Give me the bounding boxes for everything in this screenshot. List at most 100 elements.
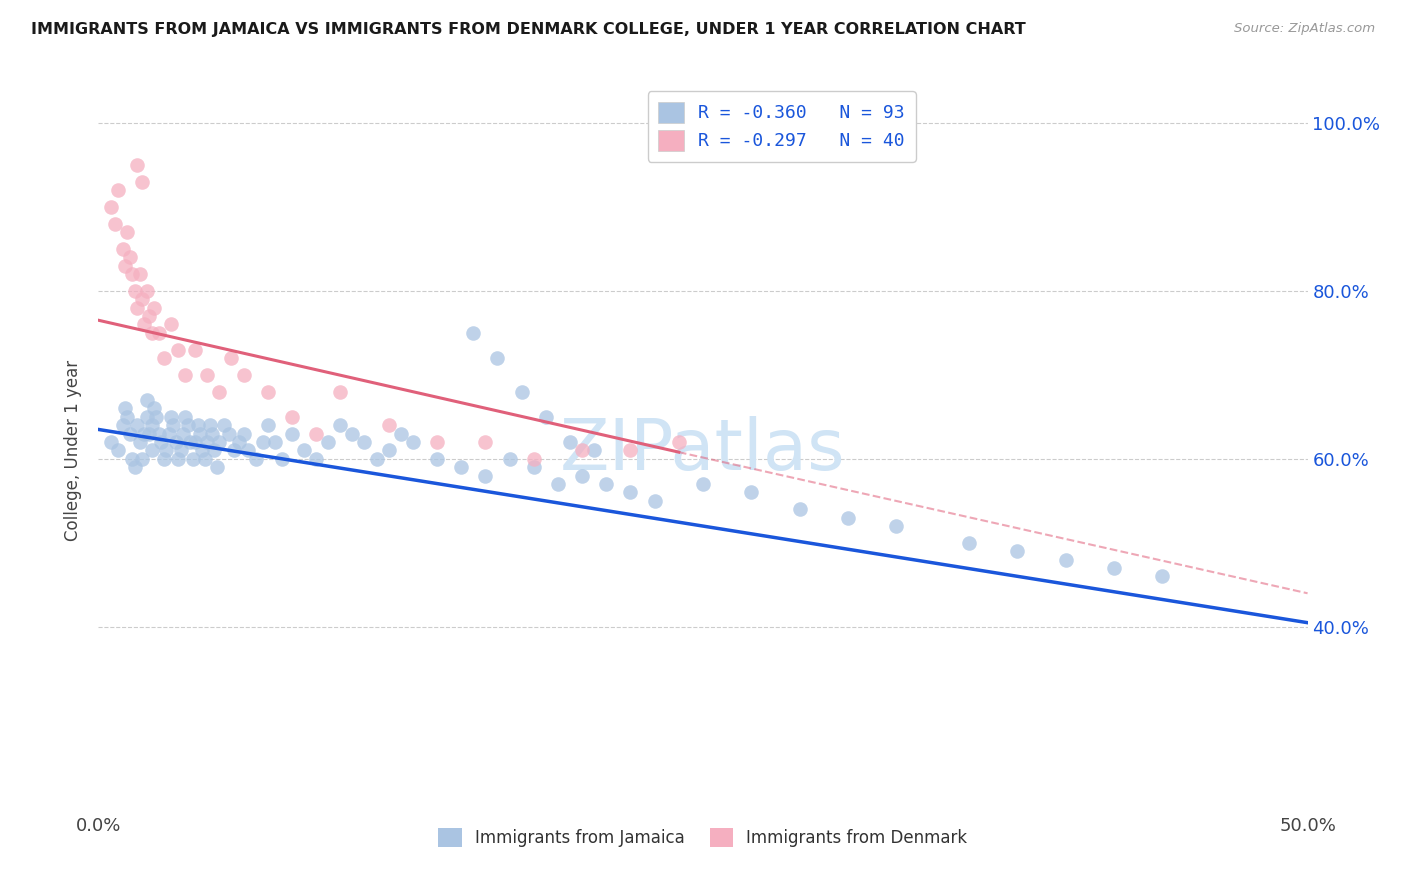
- Point: [118, 250, 141, 264]
- Point: [152, 351, 174, 365]
- Point: [100, 200, 122, 214]
- Point: [134, 426, 156, 441]
- Point: [886, 519, 908, 533]
- Point: [187, 418, 209, 433]
- Point: [486, 351, 509, 365]
- Point: [201, 426, 224, 441]
- Point: [114, 259, 136, 273]
- Point: [131, 292, 153, 306]
- Point: [111, 418, 134, 433]
- Point: [205, 460, 228, 475]
- Point: [329, 418, 352, 433]
- Point: [181, 451, 204, 466]
- Point: [595, 477, 617, 491]
- Point: [232, 368, 254, 382]
- Point: [426, 451, 449, 466]
- Point: [104, 217, 127, 231]
- Point: [167, 343, 190, 357]
- Point: [100, 435, 122, 450]
- Point: [740, 485, 762, 500]
- Text: ZIPatlas: ZIPatlas: [560, 416, 846, 485]
- Point: [174, 368, 197, 382]
- Point: [117, 225, 139, 239]
- Point: [174, 409, 197, 424]
- Point: [135, 409, 157, 424]
- Point: [583, 443, 606, 458]
- Point: [138, 309, 160, 323]
- Point: [138, 426, 160, 441]
- Point: [111, 242, 134, 256]
- Point: [128, 435, 150, 450]
- Point: [145, 409, 167, 424]
- Point: [184, 435, 207, 450]
- Point: [188, 426, 211, 441]
- Point: [692, 477, 714, 491]
- Point: [221, 351, 243, 365]
- Point: [191, 443, 214, 458]
- Point: [305, 451, 328, 466]
- Point: [121, 267, 143, 281]
- Point: [124, 284, 146, 298]
- Point: [107, 183, 129, 197]
- Point: [167, 451, 190, 466]
- Y-axis label: College, Under 1 year: College, Under 1 year: [65, 359, 83, 541]
- Point: [523, 460, 546, 475]
- Point: [204, 443, 226, 458]
- Point: [107, 443, 129, 458]
- Point: [118, 426, 141, 441]
- Point: [238, 443, 260, 458]
- Point: [377, 443, 399, 458]
- Point: [342, 426, 364, 441]
- Point: [165, 435, 187, 450]
- Point: [292, 443, 315, 458]
- Point: [208, 384, 231, 399]
- Point: [198, 418, 221, 433]
- Point: [510, 384, 533, 399]
- Point: [402, 435, 425, 450]
- Legend: Immigrants from Jamaica, Immigrants from Denmark: Immigrants from Jamaica, Immigrants from…: [430, 820, 976, 855]
- Point: [162, 418, 184, 433]
- Point: [316, 435, 339, 450]
- Point: [222, 443, 245, 458]
- Point: [377, 418, 399, 433]
- Point: [194, 451, 217, 466]
- Point: [127, 158, 149, 172]
- Point: [150, 435, 173, 450]
- Point: [135, 284, 157, 298]
- Point: [281, 409, 304, 424]
- Point: [152, 451, 174, 466]
- Point: [128, 267, 150, 281]
- Point: [668, 435, 690, 450]
- Point: [148, 326, 170, 340]
- Point: [134, 318, 156, 332]
- Point: [1152, 569, 1174, 583]
- Point: [450, 460, 472, 475]
- Point: [619, 485, 641, 500]
- Point: [179, 435, 201, 450]
- Point: [157, 426, 180, 441]
- Point: [474, 468, 496, 483]
- Point: [212, 418, 235, 433]
- Point: [837, 510, 859, 524]
- Point: [135, 392, 157, 407]
- Point: [141, 443, 163, 458]
- Point: [1054, 552, 1077, 566]
- Point: [160, 318, 183, 332]
- Point: [177, 418, 200, 433]
- Point: [131, 451, 153, 466]
- Point: [141, 326, 163, 340]
- Point: [228, 435, 250, 450]
- Point: [426, 435, 449, 450]
- Point: [143, 401, 166, 416]
- Point: [252, 435, 274, 450]
- Point: [957, 536, 980, 550]
- Point: [474, 435, 496, 450]
- Point: [148, 426, 170, 441]
- Point: [547, 477, 569, 491]
- Point: [127, 301, 149, 315]
- Point: [256, 418, 278, 433]
- Point: [463, 326, 485, 340]
- Point: [329, 384, 352, 399]
- Point: [172, 426, 194, 441]
- Point: [160, 409, 183, 424]
